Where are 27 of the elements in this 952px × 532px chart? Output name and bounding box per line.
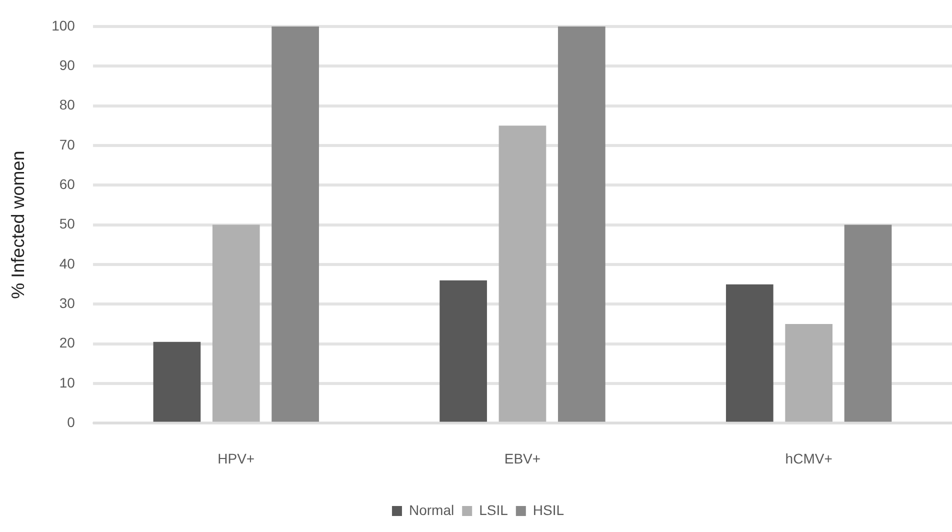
y-tick-label: 30 bbox=[59, 295, 76, 312]
bar bbox=[785, 324, 832, 422]
y-tick-label: 10 bbox=[59, 374, 76, 390]
y-tick-label: 40 bbox=[59, 255, 76, 272]
legend-label: LSIL bbox=[479, 502, 508, 518]
y-tick-label: 70 bbox=[59, 136, 76, 152]
bar bbox=[498, 126, 546, 422]
legend-label: Normal bbox=[408, 502, 454, 518]
y-tick-label: 20 bbox=[59, 334, 76, 351]
y-tick-label: 80 bbox=[59, 96, 76, 113]
y-tick-label: 50 bbox=[59, 216, 76, 232]
y-tick-label: 90 bbox=[59, 56, 76, 73]
x-tick-label: hCMV+ bbox=[785, 450, 832, 466]
y-axis-title: % Infected women bbox=[8, 150, 28, 299]
x-tick-label: EBV+ bbox=[504, 450, 541, 466]
legend-label: HSIL bbox=[532, 502, 564, 518]
y-tick-label: 100 bbox=[52, 17, 76, 34]
bar bbox=[272, 26, 319, 422]
bar bbox=[440, 280, 487, 422]
bar bbox=[153, 342, 201, 422]
bar bbox=[212, 224, 260, 422]
x-tick-label: HPV+ bbox=[218, 450, 255, 466]
y-tick-label: 0 bbox=[67, 414, 76, 430]
bar bbox=[844, 224, 892, 422]
bar bbox=[558, 26, 606, 422]
y-tick-label: 60 bbox=[59, 176, 76, 192]
bar bbox=[726, 284, 774, 422]
